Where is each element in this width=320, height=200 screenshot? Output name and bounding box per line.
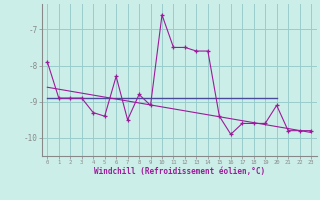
X-axis label: Windchill (Refroidissement éolien,°C): Windchill (Refroidissement éolien,°C) xyxy=(94,167,265,176)
